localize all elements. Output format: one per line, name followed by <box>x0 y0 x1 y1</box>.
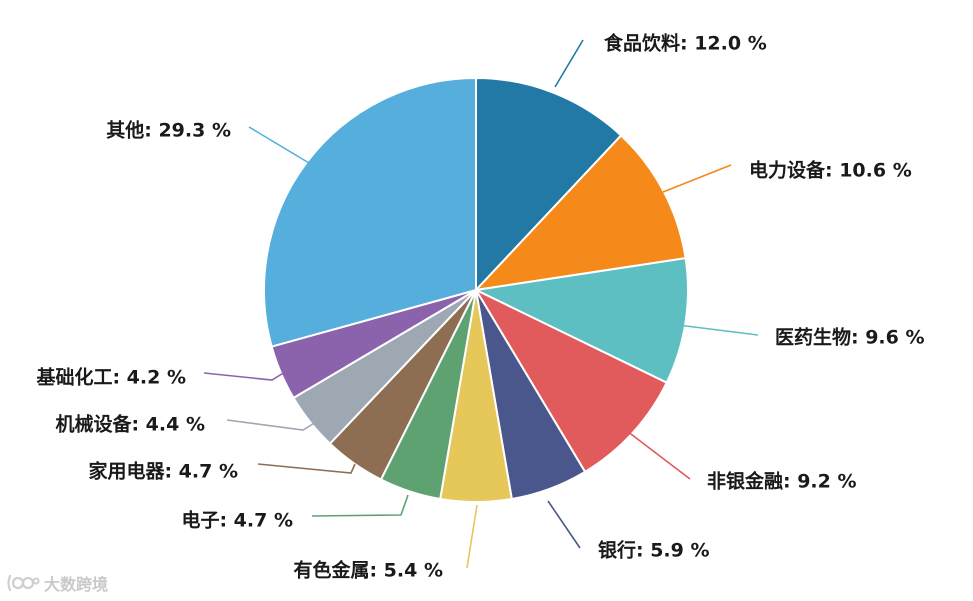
leader-line <box>622 427 691 480</box>
slice-label: 医药生物: 9.6 % <box>775 326 925 349</box>
slice-label: 非银金融: 9.2 % <box>707 470 857 493</box>
slice-label: 基础化工: 4.2 % <box>35 366 186 389</box>
slice-label: 机械设备: 4.4 % <box>55 413 205 436</box>
slice-label: 银行: 5.9 % <box>598 539 710 562</box>
watermark: 大数跨境 <box>6 571 108 595</box>
watermark-logo-icon <box>7 574 40 592</box>
leader-line <box>203 371 286 381</box>
pie-slice[interactable] <box>475 76 623 293</box>
pie-slice[interactable] <box>473 287 669 474</box>
leader-line <box>466 504 478 569</box>
leader-line <box>257 463 356 474</box>
leader-line <box>226 419 317 431</box>
leader-lines <box>203 39 759 569</box>
slice-label: 电子: 4.7 % <box>181 509 293 532</box>
slice-label: 电力设备: 10.6 % <box>749 159 912 182</box>
leader-line <box>547 500 581 549</box>
pie-slice[interactable] <box>472 257 689 385</box>
slice-labels: 食品饮料: 12.0 % 电力设备: 10.6 % 医药生物: 9.6 % 非银金融:… <box>35 32 924 582</box>
slice-label: 其他: 29.3 % <box>106 119 231 142</box>
leader-line <box>311 494 409 517</box>
slice-label: 有色金属: 5.4 % <box>293 559 443 582</box>
watermark-text: 大数跨境 <box>44 575 109 594</box>
slice-label: 家用电器: 4.7 % <box>88 460 238 483</box>
leader-line <box>554 39 584 88</box>
leader-line <box>677 324 759 336</box>
leader-line <box>248 126 310 164</box>
slice-label: 食品饮料: 12.0 % <box>604 32 767 55</box>
pie-slices <box>263 76 689 504</box>
leader-line <box>662 164 732 193</box>
